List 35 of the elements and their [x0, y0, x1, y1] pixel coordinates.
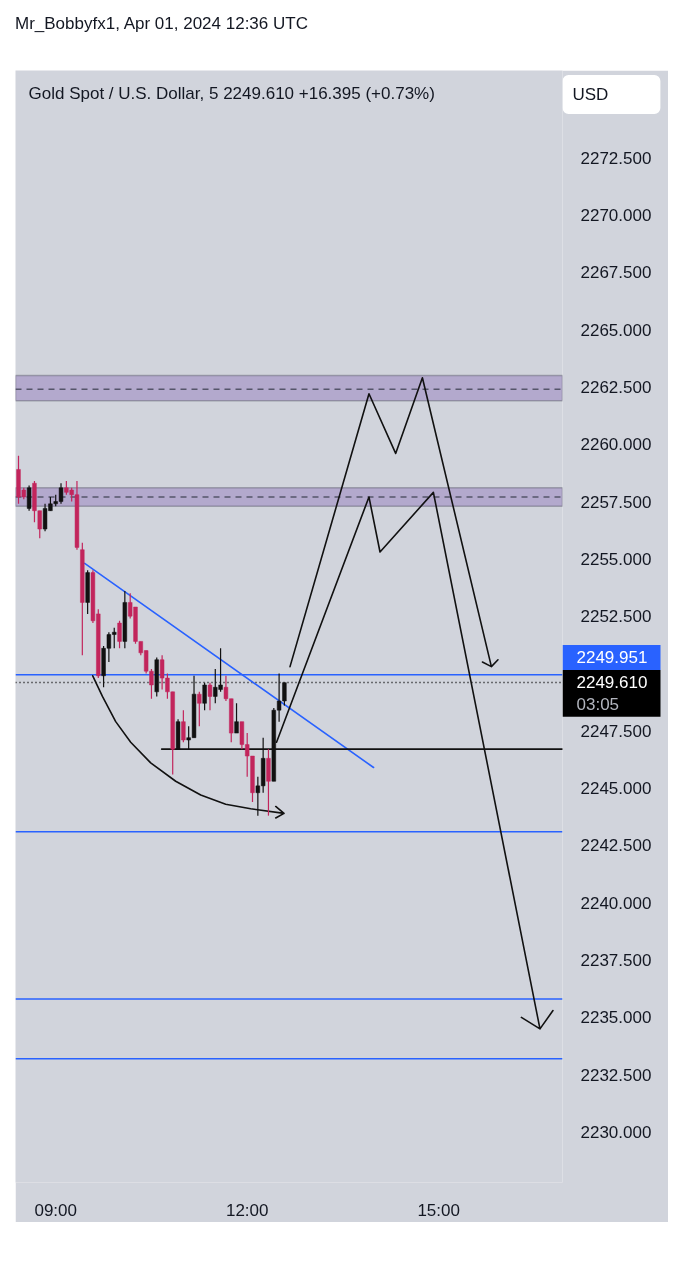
- y-tick-label: 2257.500: [580, 492, 652, 512]
- y-tick-label: 2237.500: [580, 951, 652, 971]
- candlestick: [197, 691, 202, 727]
- text: Gold Spot / U.S. Dollar, 5 2249.610 +16.395 (+0.73%): [28, 84, 435, 103]
- y-tick-label: 2235.000: [580, 1008, 652, 1028]
- y-tick-label: 2262.500: [580, 377, 652, 397]
- candlestick: [202, 682, 207, 711]
- y-tick-label: 2252.500: [580, 607, 652, 627]
- y-tick-label: 2232.500: [580, 1065, 652, 1085]
- y-tick-label: 2247.500: [580, 721, 652, 741]
- y-tick-label: 2260.000: [580, 435, 652, 455]
- candlestick: [234, 702, 239, 734]
- line-series: [91, 674, 285, 819]
- x-tick-label: 12:00: [225, 1200, 269, 1220]
- chart-subtitle: Mr_Bobbyfx1, Apr 01, 2024 12:36 UTC: [15, 13, 308, 35]
- ref-line-label: 2249.610 03:05: [576, 673, 648, 714]
- candlestick: [26, 484, 32, 512]
- y-tick-label: 2270.000: [580, 205, 652, 225]
- candlestick: [181, 709, 186, 743]
- y-tick-label: 2265.000: [580, 320, 652, 340]
- y-tick-label: 2272.500: [580, 148, 652, 168]
- text: USD: [572, 85, 609, 104]
- ref-line-label: 2249.951: [576, 648, 648, 668]
- y-tick-label: 2267.500: [580, 263, 652, 283]
- candlestick: [117, 620, 122, 649]
- x-tick-label: 09:00: [34, 1200, 77, 1220]
- candlestick: [266, 748, 271, 817]
- candlestick: [207, 682, 213, 711]
- y-tick-label: 2245.000: [580, 779, 652, 799]
- x-tick-label: 15:00: [417, 1200, 460, 1220]
- y-tick-label: 2240.000: [580, 893, 652, 913]
- y-tick-label: 2230.000: [580, 1123, 652, 1143]
- line-series: [289, 376, 499, 668]
- y-tick-label: 2242.500: [580, 836, 652, 856]
- y-tick-label: 2255.000: [580, 549, 652, 569]
